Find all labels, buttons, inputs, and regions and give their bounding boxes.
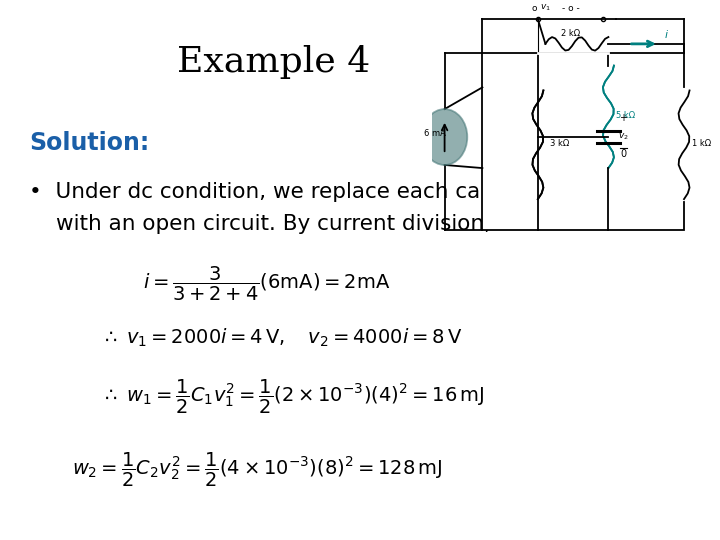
Text: Solution:: Solution: bbox=[29, 131, 149, 155]
Text: •  Under dc condition, we replace each capacitor: • Under dc condition, we replace each ca… bbox=[29, 181, 555, 202]
Text: Example 4: Example 4 bbox=[177, 45, 370, 79]
Text: 3 kΩ: 3 kΩ bbox=[550, 139, 570, 148]
Text: $v_1$: $v_1$ bbox=[540, 3, 551, 13]
Text: 0: 0 bbox=[621, 149, 626, 159]
Text: 5 kΩ: 5 kΩ bbox=[616, 111, 635, 120]
Text: $w_2 = \dfrac{1}{2}C_2 v_2^2 = \dfrac{1}{2}(4\times10^{-3})(8)^2 = 128\,\mathrm{: $w_2 = \dfrac{1}{2}C_2 v_2^2 = \dfrac{1}… bbox=[72, 451, 443, 489]
Text: o: o bbox=[531, 4, 537, 14]
Text: $i$: $i$ bbox=[664, 28, 669, 39]
Text: $\therefore\; w_1 = \dfrac{1}{2}C_1 v_1^2 = \dfrac{1}{2}(2\times10^{-3})(4)^2 = : $\therefore\; w_1 = \dfrac{1}{2}C_1 v_1^… bbox=[101, 378, 485, 416]
Circle shape bbox=[422, 109, 467, 165]
Bar bbox=[482, 53, 684, 230]
Text: with an open circuit. By current division,: with an open circuit. By current divisio… bbox=[56, 214, 491, 234]
Text: 6 mA: 6 mA bbox=[425, 130, 446, 138]
Text: - o -: - o - bbox=[562, 4, 580, 14]
Text: 2 kΩ: 2 kΩ bbox=[561, 29, 580, 38]
Text: $\therefore\; v_1 = 2000i = 4\,\mathrm{V},\quad v_2 = 4000i = 8\,\mathrm{V}$: $\therefore\; v_1 = 2000i = 4\,\mathrm{V… bbox=[101, 326, 462, 349]
Text: +: + bbox=[619, 113, 628, 124]
Text: $v_2$: $v_2$ bbox=[618, 132, 629, 142]
Text: 1 kΩ: 1 kΩ bbox=[691, 139, 711, 148]
Text: $i = \dfrac{3}{3+2+4}(6\mathrm{mA}) = 2\mathrm{mA}$: $i = \dfrac{3}{3+2+4}(6\mathrm{mA}) = 2\… bbox=[143, 265, 390, 302]
